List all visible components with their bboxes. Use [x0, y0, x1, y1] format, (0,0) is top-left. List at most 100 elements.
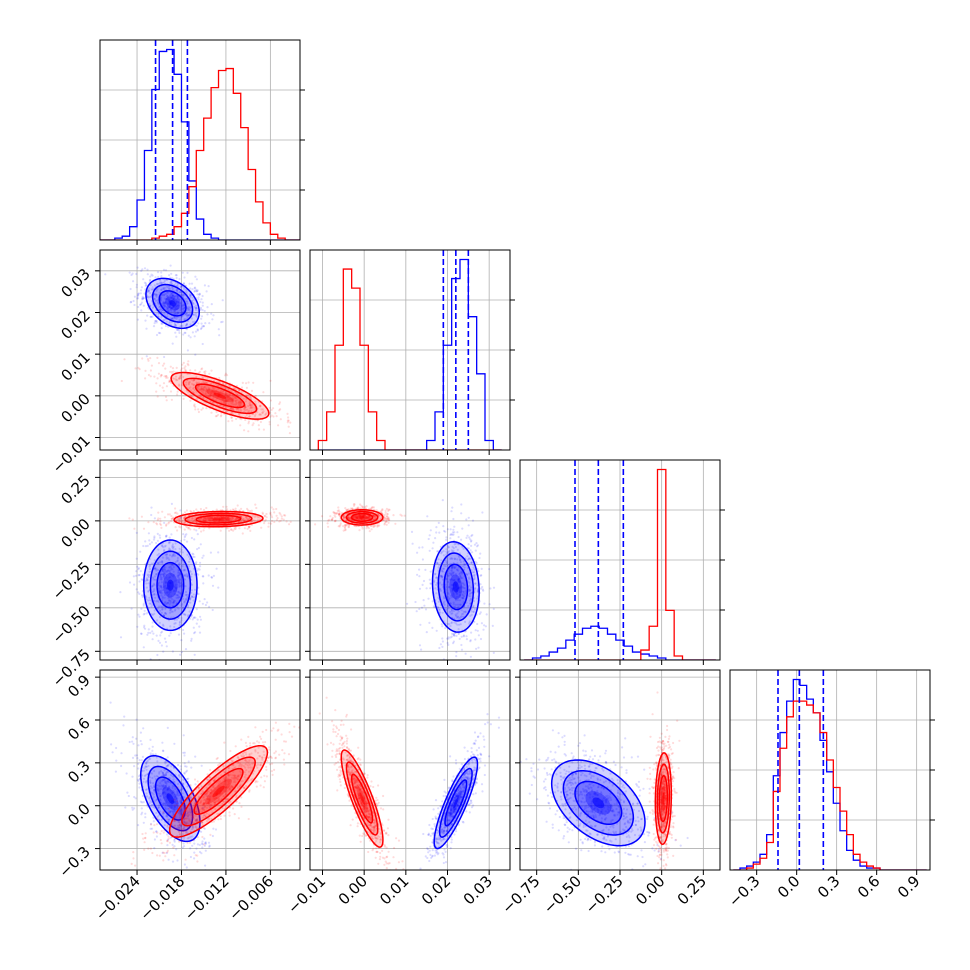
scatter-point [450, 574, 453, 577]
scatter-point [170, 555, 174, 558]
scatter-point [176, 519, 179, 522]
scatter-point [361, 506, 364, 509]
scatter-point [434, 587, 437, 590]
scatter-point [167, 288, 171, 291]
scatter-point [453, 557, 456, 560]
scatter-point [145, 582, 148, 585]
scatter-point [360, 517, 363, 521]
scatter-point [171, 289, 174, 292]
scatter-point [188, 813, 191, 816]
scatter-point [176, 328, 179, 331]
scatter-point [176, 305, 179, 308]
scatter-point [164, 395, 168, 398]
scatter-point [203, 844, 206, 847]
scatter-point [353, 503, 356, 506]
scatter-point [160, 581, 163, 584]
scatter-point [171, 294, 174, 297]
scatter-point [440, 574, 443, 578]
scatter-point [249, 404, 252, 407]
scatter-point [177, 301, 181, 304]
scatter-point [347, 516, 350, 519]
scatter-point [184, 574, 187, 578]
scatter-point [164, 587, 167, 590]
scatter-point [445, 578, 448, 581]
scatter-point [333, 511, 336, 515]
scatter-point [385, 515, 388, 518]
scatter-point [160, 631, 163, 634]
scatter-point [255, 506, 258, 510]
scatter-point [205, 407, 208, 410]
scatter-point [225, 374, 229, 377]
scatter-point [349, 507, 352, 510]
scatter-point [272, 415, 275, 418]
scatter-point [348, 517, 351, 520]
scatter-point [149, 738, 152, 742]
scatter-point [259, 420, 262, 424]
scatter-point [135, 737, 138, 740]
scatter-point [167, 286, 170, 289]
scatter-point [171, 563, 174, 567]
scatter-point [163, 568, 166, 571]
scatter-point [248, 402, 251, 405]
scatter-point [180, 520, 183, 523]
scatter-point [474, 629, 477, 632]
scatter-point [156, 788, 159, 791]
scatter-point [161, 623, 165, 626]
scatter-point [468, 588, 471, 591]
scatter-point [342, 516, 345, 519]
scatter-point [335, 512, 338, 515]
scatter-point [365, 516, 368, 520]
scatter-point [146, 273, 149, 276]
scatter-point [165, 815, 168, 818]
scatter-point [178, 520, 181, 523]
scatter-point [224, 399, 227, 402]
scatter-point [191, 390, 194, 394]
scatter-point [184, 290, 187, 293]
scatter-point [489, 587, 492, 590]
scatter-point [153, 322, 156, 325]
scatter-point [211, 516, 214, 519]
scatter-point [173, 600, 176, 603]
scatter-point [233, 526, 236, 529]
scatter-point [158, 771, 161, 774]
scatter-point [224, 374, 227, 377]
scatter-point [166, 591, 169, 594]
scatter-point [454, 613, 457, 616]
scatter-point [169, 264, 172, 267]
scatter-point [454, 597, 457, 600]
scatter-point [447, 604, 450, 608]
scatter-point [174, 507, 177, 510]
scatter-point [477, 570, 480, 573]
scatter-point [387, 519, 390, 522]
scatter-point [456, 531, 459, 534]
scatter-point [224, 392, 227, 395]
scatter-point [137, 366, 140, 369]
scatter-point [174, 312, 177, 315]
scatter-point [203, 386, 206, 389]
scatter-point [356, 515, 359, 518]
scatter-point [138, 573, 141, 577]
scatter-point [166, 306, 169, 309]
scatter-point [473, 543, 477, 546]
scatter-point [471, 519, 475, 522]
scatter-point [242, 397, 245, 400]
scatter-point [447, 586, 450, 589]
scatter-point [450, 557, 453, 560]
scatter-point [418, 587, 422, 590]
scatter-point [160, 644, 163, 647]
scatter-point [222, 390, 225, 393]
scatter-point [178, 518, 181, 521]
scatter-point [155, 333, 159, 337]
scatter-point [456, 568, 459, 572]
scatter-point [194, 516, 197, 519]
scatter-point [344, 524, 347, 527]
scatter-point [147, 764, 150, 768]
scatter-point [151, 315, 154, 318]
scatter-point [164, 781, 167, 785]
scatter-point [160, 327, 163, 330]
scatter-point [184, 522, 187, 525]
scatter-point [275, 519, 278, 522]
scatter-point [199, 388, 202, 391]
scatter-point [170, 306, 173, 309]
scatter-point [153, 588, 156, 591]
